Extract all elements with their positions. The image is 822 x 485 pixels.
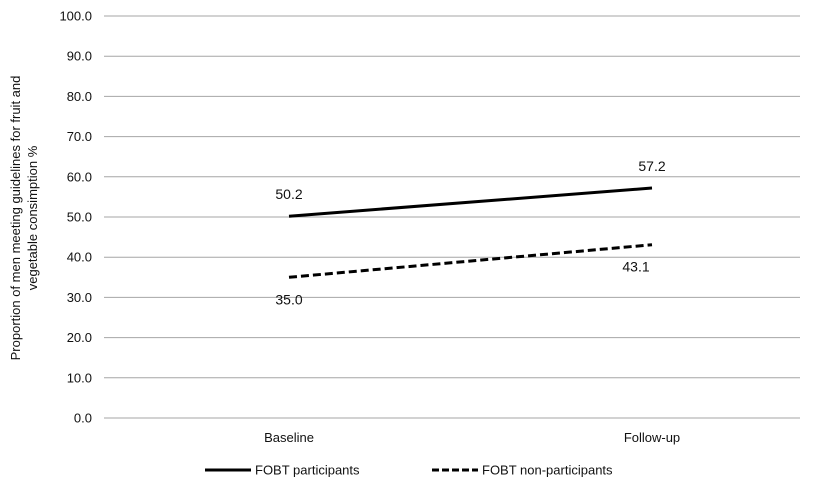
y-tick-label: 80.0 [67,89,92,104]
gridlines [104,15,800,419]
y-tick-label: 0.0 [74,411,92,426]
y-tick-label: 50.0 [67,210,92,225]
data-label: 43.1 [622,259,649,275]
series-line-fobt-participants [288,186,653,218]
x-tick-labels: Baseline Follow-up [264,430,680,445]
y-axis-title-line: vegetable consimption % [25,145,40,290]
legend: FOBT participants FOBT non-participants [205,463,613,478]
y-tick-label: 90.0 [67,49,92,64]
y-tick-label: 60.0 [67,169,92,184]
y-tick-label: 20.0 [67,330,92,345]
y-tick-label: 10.0 [67,370,92,385]
series-line-fobt-non-participants [288,243,653,279]
data-label: 35.0 [275,291,302,307]
legend-label: FOBT participants [255,463,360,478]
y-tick-label: 70.0 [67,129,92,144]
y-tick-labels: 0.0 10.0 20.0 30.0 40.0 50.0 60.0 70.0 80.0 90.0 1… [59,9,92,426]
series-lines [288,186,653,279]
data-label: 57.2 [638,158,665,174]
y-tick-label: 30.0 [67,290,92,305]
legend-label: FOBT non-participants [482,463,613,478]
x-tick-label: Follow-up [624,430,680,445]
y-tick-label: 100.0 [59,9,92,24]
x-tick-label: Baseline [264,430,314,445]
y-tick-label: 40.0 [67,250,92,265]
y-axis-title: Proportion of men meeting guidelines for… [8,76,40,361]
data-labels: 50.2 57.2 35.0 43.1 [275,158,665,307]
data-label: 50.2 [275,186,302,202]
y-axis-title-line: Proportion of men meeting guidelines for… [8,76,23,361]
